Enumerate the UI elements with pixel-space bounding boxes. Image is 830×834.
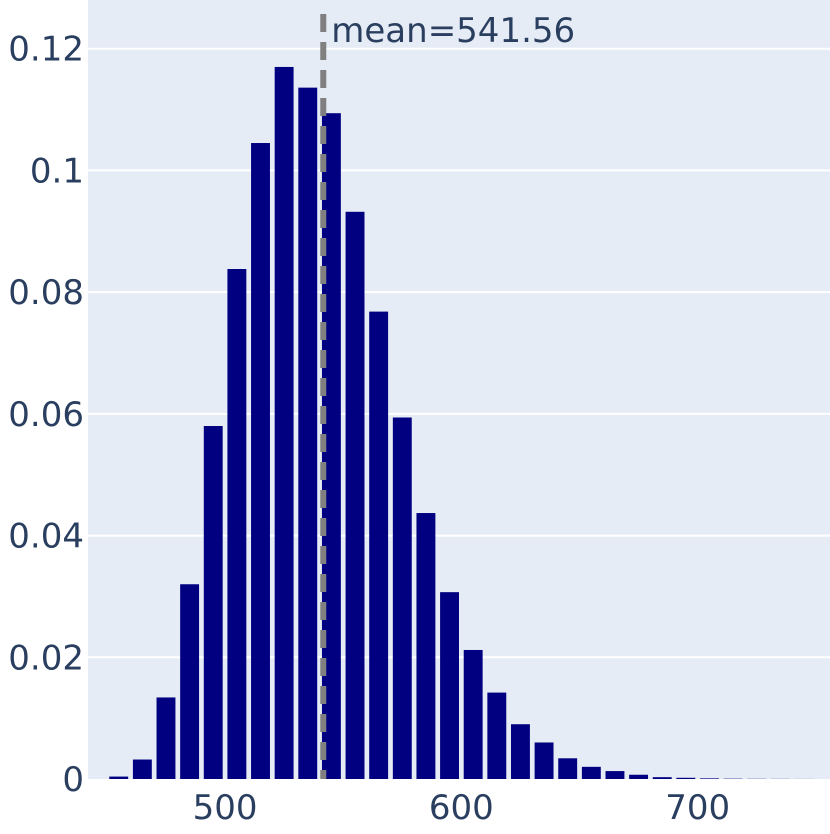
mean-label: mean=541.56: [331, 11, 575, 51]
x-axis-ticks: 500 600 700: [193, 788, 731, 828]
x-tick-label: 600: [429, 788, 494, 828]
histogram-bar: [487, 693, 506, 779]
histogram-bar: [251, 143, 270, 779]
histogram-bar: [535, 742, 554, 779]
histogram-bar: [109, 777, 128, 779]
histogram-bar: [676, 778, 695, 779]
y-tick-label: 0.08: [8, 273, 84, 313]
histogram-bar: [582, 767, 601, 779]
histogram-bar: [180, 584, 199, 779]
y-tick-label: 0: [62, 760, 84, 800]
histogram-bar: [464, 650, 483, 779]
y-tick-label: 0.02: [8, 638, 84, 678]
histogram-bar: [227, 269, 246, 779]
y-tick-label: 0.04: [8, 517, 84, 557]
histogram-bar: [606, 771, 625, 779]
y-tick-label: 0.1: [30, 151, 84, 191]
histogram-bar: [393, 417, 412, 779]
y-axis-ticks: 0 0.02 0.04 0.06 0.08 0.1 0.12: [8, 30, 84, 800]
histogram-bar: [511, 724, 530, 779]
histogram-bar: [416, 513, 435, 779]
histogram-bar: [298, 88, 317, 779]
histogram-bar: [440, 592, 459, 779]
histogram-bar: [204, 426, 223, 779]
histogram-bar: [558, 758, 577, 779]
histogram-bar: [700, 778, 719, 779]
histogram-bar: [369, 312, 388, 779]
histogram-bar: [629, 775, 648, 779]
x-tick-label: 500: [193, 788, 258, 828]
x-tick-label: 700: [665, 788, 730, 828]
histogram-bar: [275, 67, 294, 779]
histogram-bar: [133, 760, 152, 779]
y-tick-label: 0.12: [8, 30, 84, 70]
y-tick-label: 0.06: [8, 395, 84, 435]
histogram-bar: [346, 212, 365, 779]
histogram-bar: [157, 697, 176, 779]
histogram-bar: [653, 777, 672, 779]
